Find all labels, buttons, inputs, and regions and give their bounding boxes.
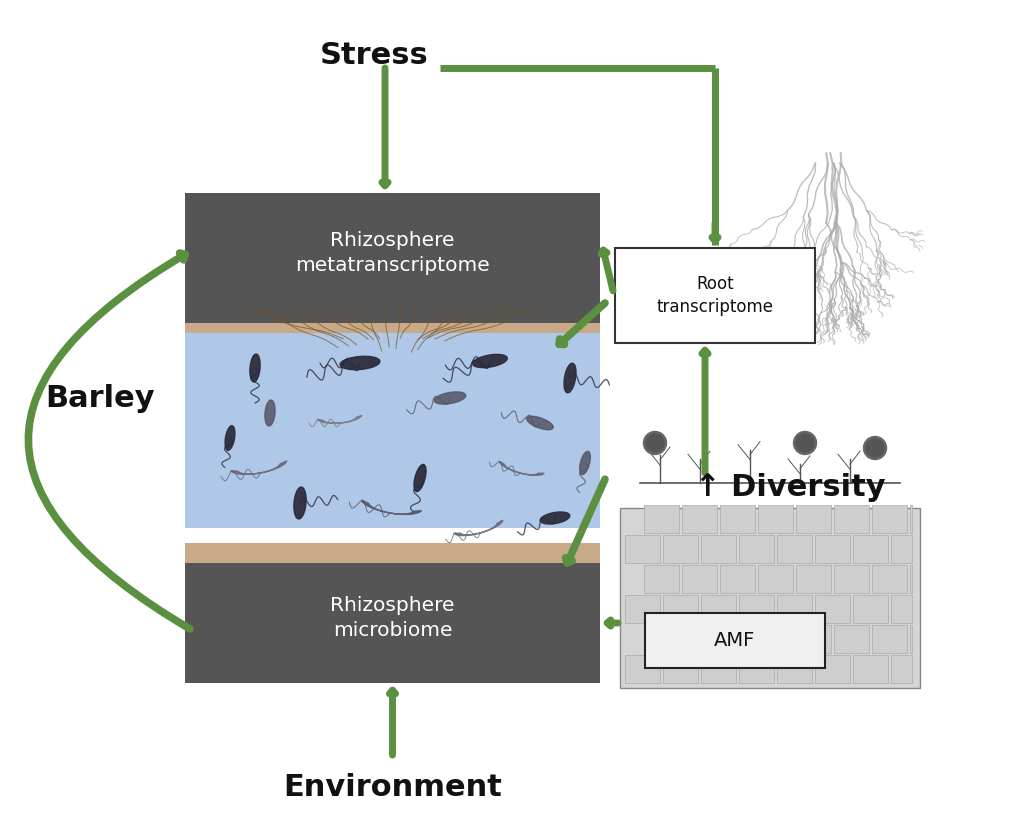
- Bar: [872, 625, 907, 653]
- Bar: [185, 193, 600, 323]
- Bar: [815, 655, 850, 683]
- Bar: [910, 625, 912, 653]
- Circle shape: [796, 434, 814, 452]
- Bar: [645, 613, 825, 668]
- Circle shape: [643, 431, 667, 455]
- Bar: [815, 535, 850, 563]
- Circle shape: [866, 439, 884, 457]
- Bar: [834, 625, 869, 653]
- Bar: [701, 535, 736, 563]
- Bar: [663, 655, 698, 683]
- Bar: [663, 535, 698, 563]
- Bar: [777, 655, 812, 683]
- Bar: [910, 565, 912, 593]
- Bar: [891, 535, 912, 563]
- Polygon shape: [454, 520, 503, 536]
- Bar: [739, 535, 774, 563]
- Bar: [701, 595, 736, 623]
- Bar: [853, 595, 888, 623]
- Circle shape: [646, 434, 664, 452]
- Polygon shape: [294, 487, 306, 519]
- Bar: [663, 595, 698, 623]
- Circle shape: [863, 436, 887, 460]
- Bar: [891, 595, 912, 623]
- Bar: [853, 655, 888, 683]
- Polygon shape: [340, 357, 380, 370]
- Bar: [682, 505, 717, 533]
- Polygon shape: [230, 461, 287, 474]
- Bar: [682, 625, 717, 653]
- Bar: [185, 563, 600, 683]
- Bar: [720, 505, 755, 533]
- Bar: [796, 505, 831, 533]
- Bar: [625, 655, 660, 683]
- Text: Rhizosphere
microbiome: Rhizosphere microbiome: [331, 596, 455, 640]
- Bar: [777, 595, 812, 623]
- Bar: [720, 565, 755, 593]
- Bar: [185, 333, 600, 528]
- Bar: [682, 565, 717, 593]
- Polygon shape: [580, 451, 591, 475]
- Polygon shape: [265, 400, 275, 426]
- Text: ↑ Diversity: ↑ Diversity: [694, 473, 886, 502]
- Bar: [758, 505, 793, 533]
- Polygon shape: [564, 363, 577, 393]
- Polygon shape: [541, 512, 569, 524]
- Text: Barley: Barley: [45, 383, 155, 412]
- Bar: [872, 505, 907, 533]
- Bar: [701, 655, 736, 683]
- Bar: [615, 248, 815, 343]
- Polygon shape: [526, 416, 553, 430]
- Bar: [758, 565, 793, 593]
- Bar: [739, 655, 774, 683]
- Text: AMF: AMF: [715, 631, 756, 650]
- Bar: [910, 505, 912, 533]
- Bar: [644, 625, 679, 653]
- Text: Environment: Environment: [283, 774, 502, 802]
- Bar: [777, 535, 812, 563]
- Text: Stress: Stress: [319, 41, 429, 69]
- Bar: [644, 565, 679, 593]
- Bar: [815, 595, 850, 623]
- Polygon shape: [414, 465, 426, 491]
- Polygon shape: [361, 500, 422, 515]
- Text: Rhizosphere
metatranscriptome: Rhizosphere metatranscriptome: [295, 231, 489, 275]
- Circle shape: [794, 431, 816, 455]
- Bar: [739, 595, 774, 623]
- Bar: [796, 565, 831, 593]
- Polygon shape: [499, 461, 544, 476]
- Bar: [834, 505, 869, 533]
- Bar: [872, 565, 907, 593]
- Bar: [620, 508, 920, 688]
- Polygon shape: [225, 426, 234, 451]
- Polygon shape: [434, 392, 466, 404]
- Polygon shape: [317, 416, 361, 423]
- Bar: [758, 625, 793, 653]
- Bar: [625, 595, 660, 623]
- Bar: [625, 535, 660, 563]
- Bar: [834, 565, 869, 593]
- Bar: [796, 625, 831, 653]
- Polygon shape: [250, 354, 260, 382]
- Bar: [720, 625, 755, 653]
- Bar: [185, 543, 600, 563]
- Text: Root
transcriptome: Root transcriptome: [656, 275, 773, 317]
- Bar: [185, 313, 600, 333]
- Bar: [853, 535, 888, 563]
- Polygon shape: [473, 354, 507, 367]
- Bar: [644, 505, 679, 533]
- Bar: [891, 655, 912, 683]
